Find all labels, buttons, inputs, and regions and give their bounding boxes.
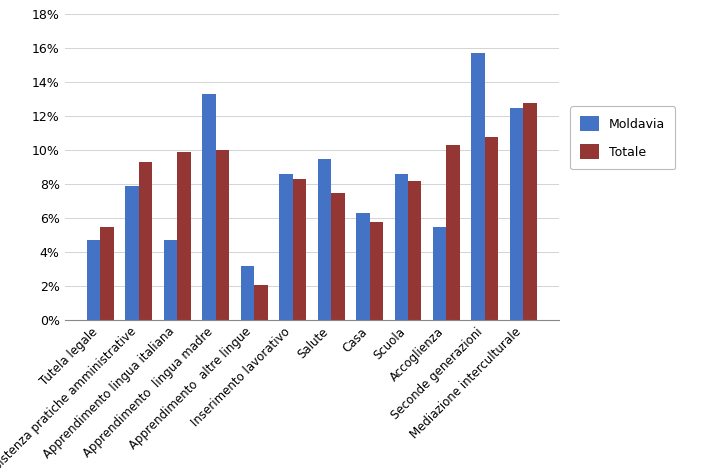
Bar xyxy=(216,150,229,320)
Bar xyxy=(408,181,422,320)
Bar xyxy=(87,240,100,320)
Bar xyxy=(293,179,306,320)
Bar xyxy=(100,227,114,320)
Bar xyxy=(279,174,293,320)
Bar xyxy=(241,266,255,320)
Bar xyxy=(447,145,460,320)
Bar xyxy=(331,193,345,320)
Bar xyxy=(523,103,537,320)
Bar xyxy=(356,213,369,320)
Bar xyxy=(369,222,383,320)
Bar xyxy=(125,186,139,320)
Bar xyxy=(139,162,153,320)
Bar xyxy=(164,240,177,320)
Bar xyxy=(177,152,191,320)
Bar xyxy=(202,94,216,320)
Legend: Moldavia, Totale: Moldavia, Totale xyxy=(571,106,675,169)
Bar xyxy=(394,174,408,320)
Bar xyxy=(471,53,485,320)
Bar xyxy=(255,284,267,320)
Bar xyxy=(318,159,331,320)
Bar xyxy=(510,108,523,320)
Bar xyxy=(485,137,498,320)
Bar xyxy=(433,227,447,320)
